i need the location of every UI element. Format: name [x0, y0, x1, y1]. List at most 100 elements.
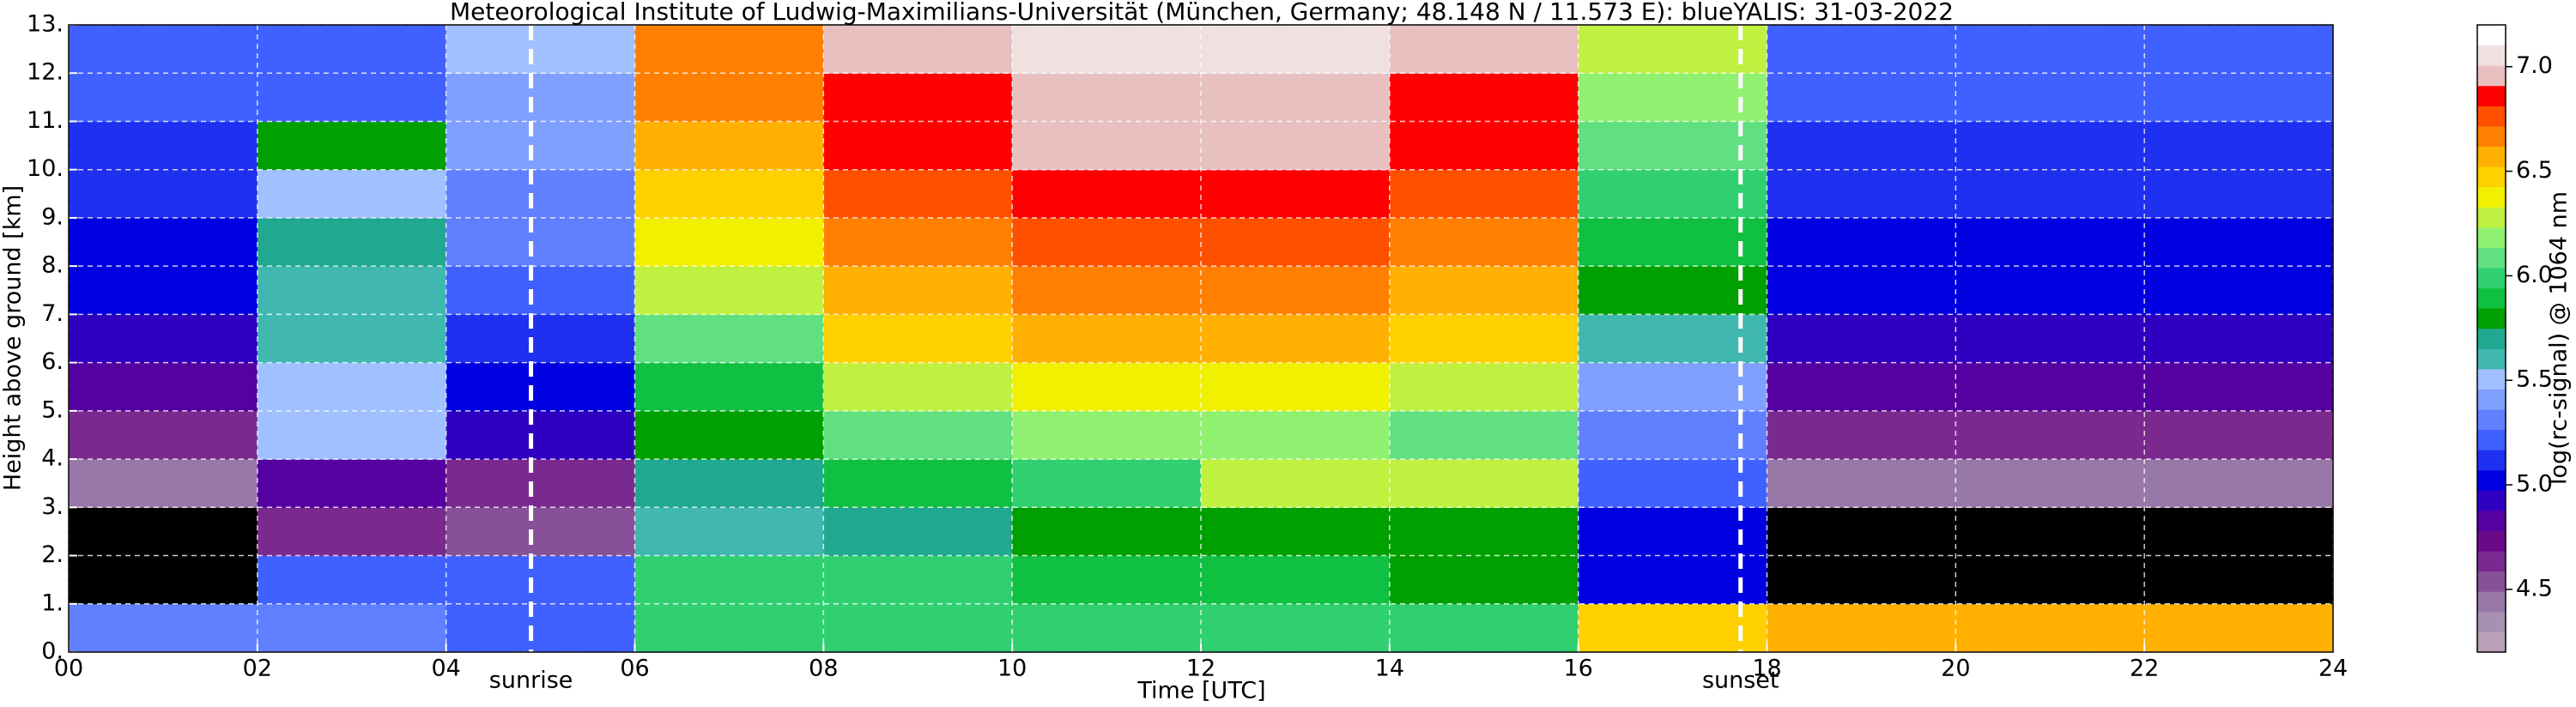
colorbar-swatch — [2477, 450, 2506, 471]
y-tick-label: 0. — [41, 638, 64, 665]
heatmap-cell — [69, 459, 258, 508]
heatmap-cell — [2144, 507, 2334, 557]
heatmap-cell — [823, 507, 1013, 557]
heatmap-cell — [634, 25, 824, 74]
heatmap-cell — [1389, 507, 1579, 557]
heatmap-cell — [1767, 25, 1956, 74]
heatmap-cell — [823, 169, 1013, 219]
colorbar-swatch — [2477, 348, 2506, 370]
heatmap-cell — [1767, 217, 1956, 267]
heatmap-cell — [445, 555, 635, 605]
heatmap-cell — [1201, 410, 1391, 460]
heatmap-cell — [634, 410, 824, 460]
heatmap-cell — [1201, 555, 1391, 605]
heatmap-cell — [1201, 73, 1391, 122]
chart-title: Meteorological Institute of Ludwig-Maxim… — [450, 0, 1954, 26]
heatmap-cell — [1389, 410, 1579, 460]
y-tick-label: 7. — [41, 300, 64, 327]
heatmap-cell — [1201, 121, 1391, 171]
heatmap-cell — [1767, 121, 1956, 171]
colorbar-swatch — [2477, 125, 2506, 147]
heatmap-cell — [634, 603, 824, 653]
x-tick-label: 08 — [809, 656, 838, 682]
heatmap-cell — [1578, 73, 1767, 122]
heatmap-cell — [634, 169, 824, 219]
heatmap-cell — [823, 603, 1013, 653]
heatmap-cell — [2144, 121, 2334, 171]
heatmap-cell — [257, 362, 447, 412]
heatmap-cell — [1012, 555, 1202, 605]
heatmap-cell — [1201, 362, 1391, 412]
heatmap-cell — [69, 25, 258, 74]
heatmap-cell — [69, 410, 258, 460]
colorbar-tick-label: 4.5 — [2516, 575, 2553, 601]
heatmap-cell — [1389, 603, 1579, 653]
x-tick-label: 04 — [431, 656, 460, 682]
heatmap-cell — [257, 217, 447, 267]
colorbar-swatch — [2477, 510, 2506, 532]
heatmap-cell — [823, 73, 1013, 122]
heatmap-cell — [445, 121, 635, 171]
heatmap-cell — [257, 25, 447, 74]
colorbar-swatch — [2477, 45, 2506, 66]
heatmap-cell — [1012, 266, 1202, 315]
colorbar-swatch — [2477, 227, 2506, 248]
colorbar-swatch — [2477, 166, 2506, 188]
heatmap-cell — [823, 555, 1013, 605]
y-axis-label: Height above ground [km] — [0, 185, 27, 491]
heatmap-cell — [1955, 603, 2145, 653]
heatmap-cell — [1012, 410, 1202, 460]
heatmap-cell — [1201, 25, 1391, 74]
colorbar-swatch — [2477, 267, 2506, 289]
heatmap-cell — [1578, 314, 1767, 364]
heatmap-cell — [1012, 121, 1202, 171]
heatmap-cell — [1767, 73, 1956, 122]
colorbar-tick-label: 5.0 — [2516, 471, 2553, 498]
heatmap-cell — [1767, 410, 1956, 460]
heatmap-cell — [634, 459, 824, 508]
heatmap-cell — [823, 217, 1013, 267]
heatmap-cell — [2144, 314, 2334, 364]
colorbar-swatch — [2477, 571, 2506, 592]
heatmap-cell — [1767, 314, 1956, 364]
heatmap-cell — [1012, 73, 1202, 122]
x-tick-label: 10 — [997, 656, 1027, 682]
heatmap-cell — [1955, 507, 2145, 557]
colorbar-swatch — [2477, 106, 2506, 127]
colorbar-swatch — [2477, 429, 2506, 450]
heatmap-cell — [1012, 459, 1202, 508]
heatmap-cell — [2144, 217, 2334, 267]
heatmap-cell — [257, 603, 447, 653]
heatmap-cell — [1578, 410, 1767, 460]
heatmap-cell — [2144, 555, 2334, 605]
heatmap-cell — [1578, 459, 1767, 508]
colorbar-frame — [2476, 24, 2506, 653]
heatmap-cell — [1955, 25, 2145, 74]
colorbar-tick-label: 6.0 — [2516, 262, 2553, 288]
heatmap-cell — [69, 73, 258, 122]
heatmap-cell — [1767, 266, 1956, 315]
heatmap-cell — [823, 121, 1013, 171]
y-tick-label: 6. — [41, 348, 64, 375]
y-tick-label: 9. — [41, 203, 64, 230]
heatmap-cell — [1767, 362, 1956, 412]
colorbar-tick-label: 6.5 — [2516, 157, 2553, 184]
heatmap-cell — [257, 121, 447, 171]
x-tick-label: 12 — [1186, 656, 1215, 682]
heatmap-cell — [1955, 410, 2145, 460]
heatmap-cell — [1012, 169, 1202, 219]
heatmap-cell — [1012, 362, 1202, 412]
heatmap-cell — [1767, 555, 1956, 605]
heatmap-cell — [257, 555, 447, 605]
heatmap-cell — [1201, 314, 1391, 364]
x-tick-label: 24 — [2318, 656, 2348, 682]
heatmap-cell — [445, 603, 635, 653]
heatmap-cell — [69, 507, 258, 557]
heatmap-cell — [1389, 314, 1579, 364]
heatmap-cell — [2144, 25, 2334, 74]
colorbar-swatch — [2477, 328, 2506, 349]
heatmap-cell — [1767, 169, 1956, 219]
heatmap-cell — [445, 217, 635, 267]
heatmap-cell — [69, 314, 258, 364]
